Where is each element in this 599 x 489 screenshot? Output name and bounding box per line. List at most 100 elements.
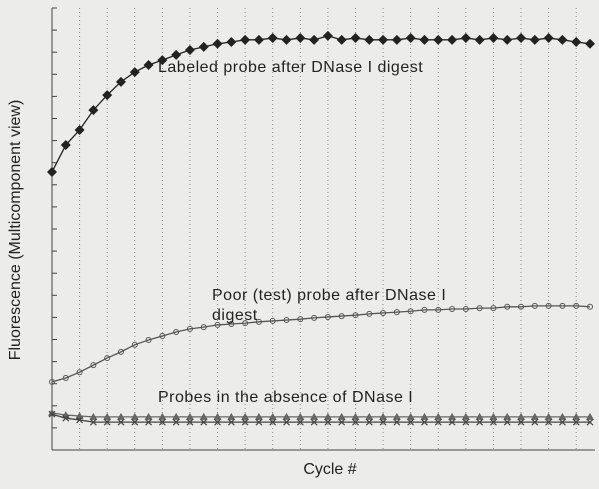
marker (571, 37, 582, 48)
marker (419, 34, 430, 45)
marker (545, 418, 553, 426)
marker (379, 412, 388, 420)
series-line (51, 412, 590, 418)
marker (76, 369, 83, 376)
marker (228, 321, 235, 328)
marker (474, 34, 485, 45)
marker (392, 412, 401, 420)
marker (379, 418, 387, 426)
x-axis-title: Cycle # (303, 461, 356, 478)
marker (297, 316, 304, 323)
marker (184, 44, 195, 55)
marker (90, 362, 97, 369)
marker (88, 105, 99, 116)
marker (254, 412, 263, 420)
marker (186, 325, 193, 332)
marker (131, 418, 139, 426)
marker (144, 412, 153, 420)
marker (60, 140, 71, 151)
marker (435, 306, 442, 313)
marker (489, 412, 498, 420)
marker (407, 308, 414, 315)
marker (378, 34, 389, 45)
marker (476, 418, 484, 426)
marker (518, 303, 525, 310)
series-line (51, 305, 591, 383)
marker (253, 34, 264, 45)
marker (336, 34, 347, 45)
marker (337, 412, 346, 420)
marker (421, 418, 428, 426)
marker (490, 418, 497, 426)
marker (476, 305, 483, 312)
marker (531, 418, 539, 426)
marker (350, 33, 361, 44)
marker (586, 412, 594, 420)
marker (545, 302, 552, 309)
marker (488, 33, 499, 44)
marker (352, 418, 359, 426)
marker (159, 332, 166, 339)
marker (448, 412, 457, 420)
marker (130, 412, 139, 420)
marker (324, 418, 332, 426)
series-line (51, 413, 590, 423)
marker (323, 412, 332, 420)
marker (449, 306, 456, 313)
marker (310, 412, 319, 420)
marker (543, 33, 554, 44)
marker (503, 418, 511, 426)
marker (393, 418, 401, 426)
marker (516, 33, 527, 44)
marker (226, 37, 237, 48)
marker (365, 412, 374, 420)
marker (295, 33, 306, 44)
marker (267, 33, 278, 44)
marker (173, 328, 180, 335)
marker (572, 418, 580, 426)
marker (460, 33, 471, 44)
marker (366, 310, 373, 317)
marker (365, 418, 373, 426)
marker (433, 34, 444, 45)
marker (171, 49, 182, 60)
marker (557, 34, 568, 45)
marker (227, 412, 236, 420)
marker (269, 418, 277, 426)
marker (352, 312, 359, 319)
marker (380, 309, 387, 316)
marker (406, 412, 415, 420)
marker (529, 34, 540, 45)
marker (393, 309, 400, 316)
marker (76, 416, 84, 424)
marker (502, 34, 513, 45)
marker (282, 412, 291, 420)
annotation: Probes in the absence of DNase I (158, 389, 413, 406)
marker (49, 378, 55, 385)
marker (572, 412, 581, 420)
marker (157, 55, 168, 66)
marker (185, 412, 194, 420)
marker (558, 412, 567, 420)
marker (200, 324, 207, 331)
marker (338, 313, 345, 320)
marker (143, 60, 154, 71)
marker (448, 418, 456, 426)
marker (421, 306, 428, 313)
marker (103, 412, 112, 420)
marker (531, 302, 538, 309)
marker (158, 418, 166, 426)
marker (269, 317, 276, 324)
marker (283, 317, 290, 324)
marker (587, 303, 593, 310)
marker (296, 418, 304, 426)
marker (255, 318, 262, 325)
marker (62, 374, 69, 381)
y-axis-title: Fluorescence (Multicomponent view) (7, 100, 24, 361)
marker (255, 418, 263, 426)
marker (324, 313, 331, 320)
marker (198, 41, 209, 52)
